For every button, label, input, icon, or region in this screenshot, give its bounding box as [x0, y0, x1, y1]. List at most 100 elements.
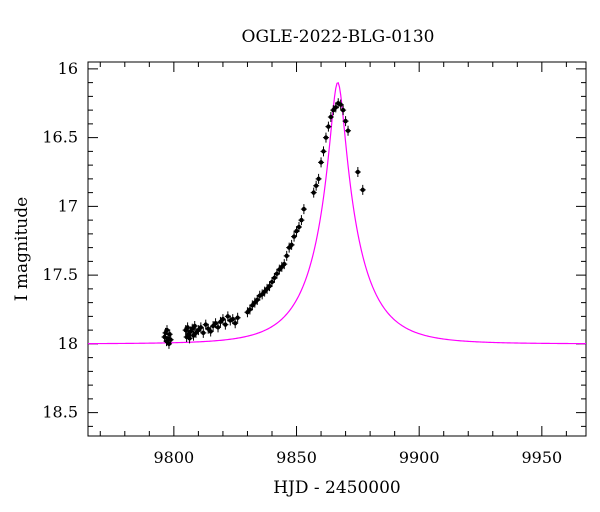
point-marker — [333, 105, 338, 110]
data-point — [184, 322, 191, 333]
point-marker — [299, 217, 304, 223]
data-point — [325, 121, 332, 132]
data-point — [342, 116, 349, 127]
data-point — [359, 184, 366, 195]
point-marker — [289, 242, 294, 248]
data-point — [222, 319, 229, 330]
data-point — [298, 215, 305, 226]
point-marker — [208, 329, 213, 334]
point-marker — [318, 160, 324, 165]
point-marker — [284, 253, 289, 259]
point-marker — [338, 102, 343, 107]
data-point — [354, 167, 361, 177]
data-point — [337, 99, 344, 110]
point-marker — [272, 275, 277, 281]
data-point — [232, 318, 239, 329]
data-point — [315, 173, 322, 184]
point-marker — [255, 297, 260, 303]
chart-title: OGLE-2022-BLG-0130 — [242, 27, 435, 47]
data-point — [207, 326, 214, 337]
data-point — [340, 105, 347, 116]
point-marker — [343, 118, 348, 124]
point-marker — [313, 183, 319, 188]
point-marker — [294, 228, 299, 234]
data-points — [161, 98, 366, 349]
point-marker — [164, 327, 170, 333]
plot-frame — [87, 61, 587, 437]
data-point — [163, 325, 170, 336]
data-point — [313, 180, 320, 191]
data-point — [310, 187, 317, 198]
point-marker — [220, 316, 226, 322]
data-point — [327, 112, 334, 122]
data-point — [254, 294, 261, 305]
point-marker — [167, 332, 172, 337]
point-marker — [326, 124, 331, 129]
x-axis-ticks: 9800 9850 9900 9950 — [99, 62, 567, 467]
x-axis-label: HJD - 2450000 — [273, 478, 401, 498]
data-point — [191, 321, 198, 331]
point-marker — [345, 128, 351, 133]
point-marker — [230, 316, 235, 322]
point-marker — [225, 314, 231, 319]
data-point — [197, 322, 204, 333]
data-point — [281, 259, 288, 270]
y-tick-label: 16.5 — [42, 128, 78, 147]
data-point — [318, 157, 325, 168]
y-tick-label: 17.5 — [42, 265, 78, 284]
data-point — [215, 322, 222, 333]
point-marker — [166, 341, 172, 347]
y-tick-label: 17 — [58, 196, 78, 215]
point-marker — [235, 315, 240, 320]
data-point — [345, 125, 352, 136]
point-marker — [247, 307, 253, 312]
point-marker — [198, 325, 204, 330]
point-marker — [269, 279, 275, 285]
model-curve — [88, 82, 586, 345]
data-point — [283, 250, 290, 261]
data-point — [186, 333, 193, 344]
data-point — [300, 204, 307, 215]
data-point — [322, 132, 329, 143]
y-axis-ticks: 16 16.5 17 17.5 18 18.5 — [42, 59, 586, 427]
x-tick-label: 9950 — [521, 448, 562, 467]
point-marker — [301, 206, 307, 212]
point-marker — [223, 322, 228, 327]
x-tick-label: 9900 — [399, 448, 440, 467]
point-marker — [340, 107, 346, 113]
point-marker — [282, 261, 287, 267]
data-point — [200, 327, 207, 338]
data-point — [167, 334, 174, 345]
data-point — [291, 231, 298, 242]
point-marker — [360, 187, 365, 193]
point-marker — [213, 321, 218, 326]
point-marker — [203, 322, 208, 327]
data-point — [320, 146, 327, 157]
y-tick-label: 18.5 — [42, 403, 78, 422]
point-marker — [168, 337, 173, 342]
point-marker — [323, 135, 329, 140]
point-marker — [185, 325, 190, 330]
point-marker — [274, 271, 280, 276]
point-marker — [201, 330, 206, 336]
data-point — [219, 314, 226, 325]
point-marker — [316, 176, 321, 182]
y-tick-label: 16 — [58, 59, 78, 78]
y-tick-label: 18 — [58, 334, 78, 353]
point-marker — [291, 234, 297, 239]
point-marker — [215, 325, 221, 330]
point-marker — [355, 169, 361, 175]
point-marker — [232, 321, 238, 326]
point-marker — [311, 190, 316, 195]
x-tick-label: 9850 — [276, 448, 317, 467]
data-point — [234, 312, 241, 323]
x-tick-label: 9800 — [154, 448, 195, 467]
point-marker — [321, 149, 326, 154]
data-point — [288, 239, 295, 250]
point-marker — [187, 336, 192, 341]
point-marker — [267, 283, 272, 289]
point-marker — [296, 224, 302, 230]
y-axis-label: I magnitude — [12, 197, 32, 301]
data-point — [295, 222, 302, 232]
